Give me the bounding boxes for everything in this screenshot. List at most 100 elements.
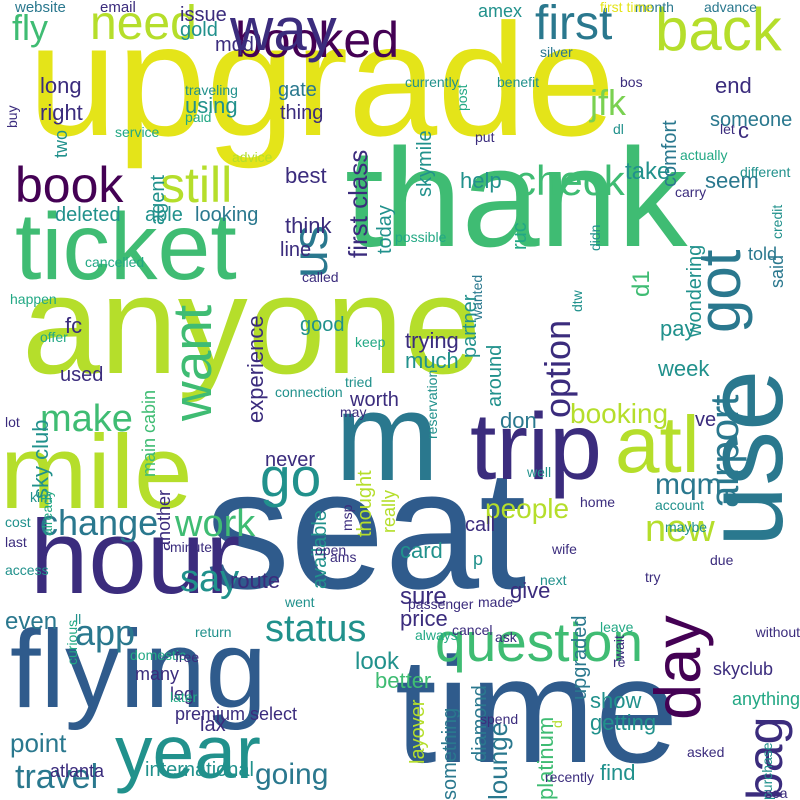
word-went: went — [285, 594, 315, 610]
word-back: back — [655, 0, 782, 63]
word-wife: wife — [552, 541, 577, 557]
word-booking: booking — [570, 398, 669, 429]
word-using: using — [185, 93, 238, 118]
word-used: used — [60, 364, 104, 386]
word-pay: pay — [660, 316, 696, 341]
word-msp: msp — [339, 504, 355, 531]
word-point: point — [10, 728, 67, 758]
word-keep: keep — [355, 334, 386, 350]
word-seem: seem — [705, 168, 759, 193]
word-need: need — [90, 0, 197, 50]
word-find: find — [600, 760, 636, 785]
word-tried: tried — [345, 374, 373, 390]
word-ve: ve — [695, 409, 717, 431]
word-book: book — [15, 157, 124, 213]
word-free: free — [175, 649, 200, 665]
word-going: going — [255, 758, 329, 791]
word-even: even — [5, 608, 58, 635]
word-first-class: first class — [343, 149, 373, 258]
word-trip: trip — [470, 394, 602, 500]
word-travel: travel — [15, 758, 99, 796]
word-cost: cost — [5, 514, 31, 530]
word-traveling: traveling — [185, 82, 238, 98]
word-klm: klm — [30, 489, 52, 505]
word-curious: curious — [64, 619, 80, 665]
word-call: call — [465, 514, 496, 536]
word-experience: experience — [243, 315, 268, 423]
word-advice: advice — [232, 149, 273, 165]
word-access: access — [5, 562, 49, 578]
word-domestic: domestic — [130, 647, 187, 663]
word-without: without — [755, 624, 800, 640]
word-said: said — [767, 254, 787, 288]
word-mile: mile — [0, 414, 193, 531]
word-worth: worth — [350, 389, 399, 411]
word-international: international — [145, 759, 254, 781]
word-route: route — [230, 568, 281, 593]
word-due: due — [710, 552, 734, 568]
word-seat: seat — [205, 435, 527, 625]
word-thank: thank — [345, 119, 688, 276]
word-give: give — [510, 578, 551, 603]
word-thought: thought — [354, 470, 376, 537]
word-gate: gate — [278, 79, 317, 101]
word-dtw: dtw — [569, 290, 585, 312]
word-gold: gold — [180, 19, 218, 41]
word-spend: spend — [480, 711, 519, 727]
word-sea: sea — [765, 785, 788, 800]
word-new: new — [645, 508, 715, 550]
word-still: still — [160, 157, 233, 213]
word-reservation: reservation — [424, 369, 440, 439]
word-much: much — [405, 348, 459, 373]
word-sky-club: sky club — [28, 419, 53, 499]
word-platinum: platinum — [533, 716, 558, 800]
word-better: better — [375, 668, 432, 693]
word-issue: issue — [180, 4, 227, 26]
word-skyclub: skyclub — [713, 659, 774, 679]
word-told: told — [748, 244, 778, 264]
word-offer: offer — [40, 329, 68, 345]
word-main-cabin: main cabin — [139, 389, 159, 477]
word-leave: leave — [600, 619, 634, 635]
word-fly: fly — [12, 7, 48, 48]
word-layover: layover — [407, 699, 429, 764]
word-actually: actually — [680, 147, 728, 163]
word-flying: flying — [10, 608, 267, 731]
word-anyone: anyone — [22, 246, 482, 403]
word-lax: lax — [200, 714, 226, 736]
word-maybe: maybe — [665, 519, 708, 535]
word-leg: leg — [170, 684, 195, 704]
word-long: long — [40, 73, 82, 98]
word-already: already — [39, 490, 55, 536]
word-really: really — [379, 489, 399, 533]
word-called: called — [302, 269, 339, 285]
word-didn: didn — [587, 224, 603, 251]
word-service: service — [115, 124, 160, 140]
word-good: good — [300, 314, 345, 336]
word-return: return — [195, 624, 232, 640]
word-lot: lot — [5, 414, 20, 430]
word-put: put — [475, 129, 495, 145]
word-deleted: deleted — [55, 204, 121, 226]
word-work: work — [175, 503, 256, 545]
word-want: want — [161, 304, 223, 421]
word-show: show — [590, 688, 642, 713]
word-today: today — [374, 205, 396, 254]
word-home: home — [580, 494, 616, 510]
word-let: let — [720, 121, 735, 137]
word-app: app — [75, 612, 136, 653]
word-website: website — [15, 0, 66, 16]
word-m: m — [335, 368, 440, 507]
word-around: around — [484, 344, 506, 407]
word-atl: atl — [615, 400, 700, 489]
word-first-time: first time — [600, 0, 653, 15]
word-premium-select: premium select — [175, 704, 298, 724]
word-c: c — [738, 118, 749, 143]
word-wanted: wanted — [469, 274, 485, 320]
word-help: help — [460, 168, 502, 193]
word-booked: booked — [235, 12, 400, 68]
word-first: first — [535, 0, 613, 50]
word-asked: asked — [687, 744, 725, 760]
word-try: try — [645, 569, 661, 585]
